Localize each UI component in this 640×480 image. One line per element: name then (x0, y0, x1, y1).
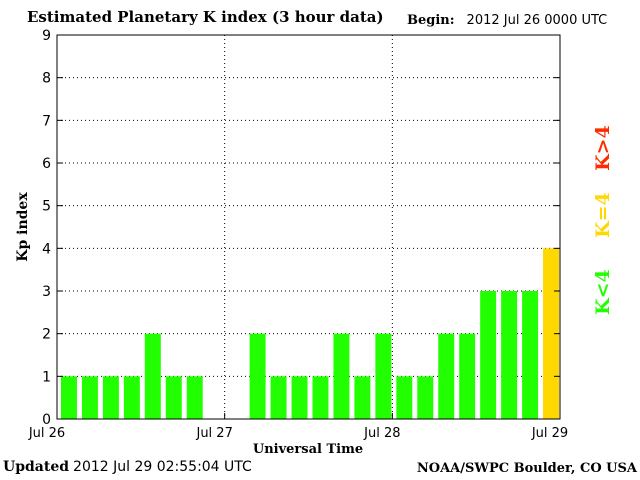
legend-equal: K=4 (592, 192, 614, 238)
chart-title: Estimated Planetary K index (3 hour data… (27, 8, 384, 26)
kp-bar (522, 291, 539, 419)
kp-bar (396, 376, 413, 419)
kp-bar (480, 291, 497, 419)
begin-value: 2012 Jul 26 0000 UTC (466, 13, 608, 28)
kp-bar (61, 376, 77, 419)
x-axis-label: Universal Time (253, 442, 363, 457)
bar-group (61, 248, 559, 419)
y-tick-group: 0 1 2 3 4 5 6 7 8 9 (42, 28, 560, 428)
kp-bar (165, 376, 182, 419)
kp-bar (81, 376, 98, 419)
legend-low: K<4 (592, 269, 614, 315)
kp-bar (270, 376, 287, 419)
y-tick-label: 1 (42, 369, 51, 385)
kp-bar (291, 376, 308, 419)
y-axis-label: Kp index (15, 192, 31, 262)
kp-bar (501, 291, 518, 419)
plot-frame (56, 34, 561, 420)
kp-bar (459, 333, 476, 419)
x-tick-label: Jul 26 (28, 426, 65, 441)
y-tick-label: 5 (42, 199, 51, 215)
y-tick-label: 0 (42, 412, 51, 428)
kp-bar (123, 376, 140, 419)
grid-lines (57, 35, 560, 419)
y-tick-label: 4 (42, 241, 51, 257)
kp-bar (354, 376, 371, 419)
kp-bar (144, 333, 161, 419)
kp-bar (186, 376, 203, 419)
credit-text: NOAA/SWPC Boulder, CO USA (416, 461, 637, 476)
kp-bar (375, 333, 392, 419)
x-tick-label: Jul 28 (363, 426, 400, 441)
begin-time: Begin: 2012 Jul 26 0000 UTC (407, 13, 607, 28)
kp-bar (417, 376, 434, 419)
kp-bar (249, 333, 266, 419)
x-tick-label: Jul 29 (531, 426, 568, 441)
y-tick-label: 6 (42, 156, 51, 172)
legend-high: K>4 (592, 125, 614, 171)
kp-bar (438, 333, 455, 419)
y-tick-label: 8 (42, 71, 51, 87)
x-tick-label: Jul 27 (195, 426, 232, 441)
updated-time: Updated 2012 Jul 29 02:55:04 UTC (3, 459, 252, 475)
updated-value: 2012 Jul 29 02:55:04 UTC (73, 459, 252, 475)
updated-label: Updated (3, 459, 70, 475)
y-tick-label: 7 (42, 113, 51, 129)
kp-bar (102, 376, 119, 419)
y-tick-label: 3 (42, 284, 51, 300)
begin-label: Begin: (407, 13, 455, 28)
kp-bar (312, 376, 329, 419)
kp-bar (333, 333, 350, 419)
y-tick-label: 9 (42, 28, 51, 44)
x-tick-group: Jul 26 Jul 27 Jul 28 Jul 29 (28, 413, 568, 441)
y-tick-label: 2 (42, 327, 51, 343)
